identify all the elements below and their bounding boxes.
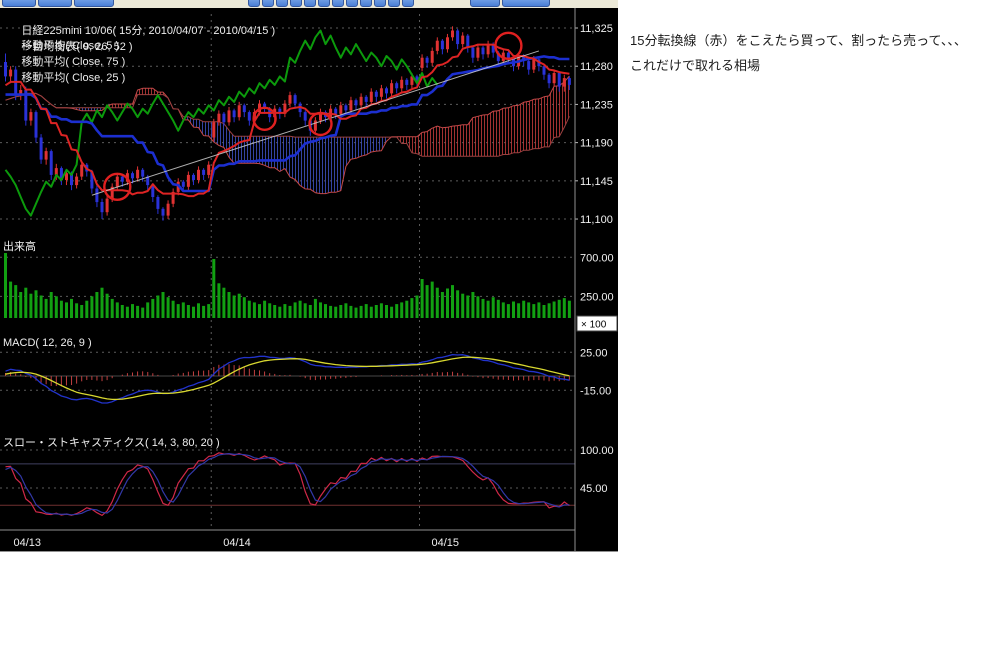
ichimoku-legend-label: 一目均衡表( 9, 26, 52 ) (21, 41, 133, 53)
macd-panel (5, 353, 570, 404)
ma25-legend-label: 移動平均( Close, 25 ) (21, 72, 126, 84)
svg-text:250.00: 250.00 (580, 291, 614, 303)
toolbar-button[interactable] (276, 0, 288, 7)
note-line-2: これだけで取れる相場 (630, 58, 761, 73)
svg-text:-15.00: -15.00 (580, 385, 611, 397)
svg-text:11,100: 11,100 (580, 214, 613, 226)
toolbar-button[interactable] (38, 0, 72, 7)
svg-text:700.00: 700.00 (580, 252, 614, 264)
svg-text:25.00: 25.00 (580, 347, 608, 359)
svg-text:04/14: 04/14 (223, 537, 251, 549)
note-line-1: 15分転換線（赤）をこえたら買って、割ったら売って、、、 (630, 33, 967, 48)
toolbar-button[interactable] (360, 0, 372, 7)
svg-text:45.00: 45.00 (580, 483, 608, 495)
toolbar-button[interactable] (248, 0, 260, 7)
toolbar-button[interactable] (346, 0, 358, 7)
svg-text:× 100: × 100 (581, 320, 607, 331)
ma75-legend-label: 移動平均( Close, 75 ) (21, 56, 126, 68)
toolbar (0, 0, 618, 8)
toolbar-button[interactable] (318, 0, 330, 7)
svg-text:11,235: 11,235 (580, 99, 613, 111)
toolbar-button[interactable] (388, 0, 400, 7)
candlesticks (4, 26, 571, 221)
ichimoku-cloud (5, 75, 570, 195)
toolbar-button[interactable] (502, 0, 550, 7)
svg-text:11,190: 11,190 (580, 138, 613, 150)
borders-and-labels: 出来高 MACD( 12, 26, 9 ) スロー・ストキャスティクス( 14, 3… (0, 8, 618, 552)
annotation-panel: 15分転換線（赤）をこえたら買って、割ったら売って、、、 これだけで取れる相場 (630, 28, 975, 78)
toolbar-button[interactable] (290, 0, 302, 7)
annotations (91, 31, 540, 202)
svg-text:04/13: 04/13 (14, 537, 42, 549)
svg-text:MACD( 12, 26, 9 ): MACD( 12, 26, 9 ) (3, 337, 92, 349)
chart-title-row: 日経225mini 10/06( 15分, 2010/04/07 - 2010/… (3, 10, 291, 66)
svg-text:100.00: 100.00 (580, 445, 614, 457)
candlestick-chart: 11,325 11,280 11,235 11,190 11,145 11,100 700.… (0, 0, 618, 552)
svg-text:11,280: 11,280 (580, 61, 613, 73)
toolbar-button[interactable] (332, 0, 344, 7)
toolbar-button[interactable] (304, 0, 316, 7)
chart-background (0, 0, 618, 552)
svg-text:スロー・ストキャスティクス( 14, 3, 80, 20 ): スロー・ストキャスティクス( 14, 3, 80, 20 ) (3, 436, 220, 449)
ichimoku-lines (4, 29, 570, 217)
svg-text:04/15: 04/15 (432, 537, 460, 549)
toolbar-button[interactable] (470, 0, 500, 7)
chart-title: 日経225mini 10/06( 15分, 2010/04/07 - 2010/… (21, 25, 276, 37)
svg-text:11,325: 11,325 (580, 23, 613, 35)
toolbar-button[interactable] (262, 0, 274, 7)
svg-text:11,145: 11,145 (580, 176, 613, 188)
toolbar-button[interactable] (74, 0, 114, 7)
volume-bars (4, 253, 571, 318)
toolbar-button[interactable] (2, 0, 36, 7)
svg-text:出来高: 出来高 (3, 239, 36, 253)
ma5-legend-label: 移動平均( Close, 5 ) (21, 40, 120, 52)
stochastics-panel (5, 452, 570, 517)
toolbar-button[interactable] (374, 0, 386, 7)
toolbar-button[interactable] (402, 0, 414, 7)
ma-legend-row: 移動平均( Close, 5 ) 移動平均( Close, 75 ) 移動平均(… (3, 25, 141, 97)
chart-panel: 11,325 11,280 11,235 11,190 11,145 11,100 700.… (0, 0, 618, 552)
